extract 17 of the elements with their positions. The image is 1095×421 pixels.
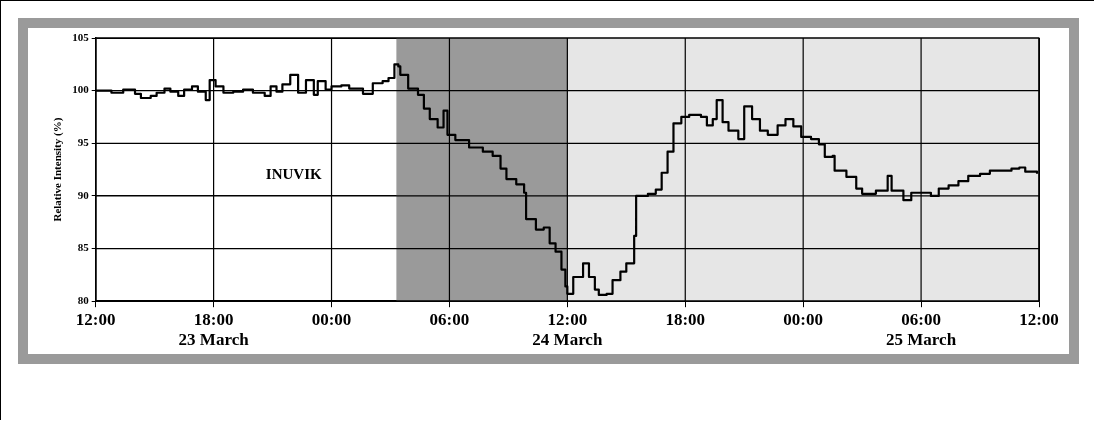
x-tick-label: 12:00 — [1019, 309, 1059, 329]
y-axis-title: Relative Intensity (%) — [51, 117, 65, 222]
y-tick-label: 90 — [77, 188, 90, 201]
x-tick-label: 00:00 — [311, 309, 352, 329]
y-tick-label: 80 — [77, 294, 90, 307]
x-tick-label: 06:00 — [429, 309, 470, 329]
x-tick-label: 18:00 23 March — [178, 309, 250, 350]
x-tick-label: 12:00 24 March — [532, 309, 603, 350]
x-tick-label: 12:00 — [75, 309, 116, 329]
x-tick-label: 00:00 — [783, 309, 824, 329]
annotation: INUVIK — [265, 165, 323, 182]
y-tick-label: 105 — [72, 30, 90, 43]
x-tick-label: 06:00 25 March — [886, 309, 957, 350]
y-tick-label: 85 — [77, 241, 90, 254]
x-tick-label: 18:00 — [665, 309, 706, 329]
y-tick-label: 100 — [72, 83, 90, 96]
y-tick-label: 95 — [77, 136, 90, 149]
